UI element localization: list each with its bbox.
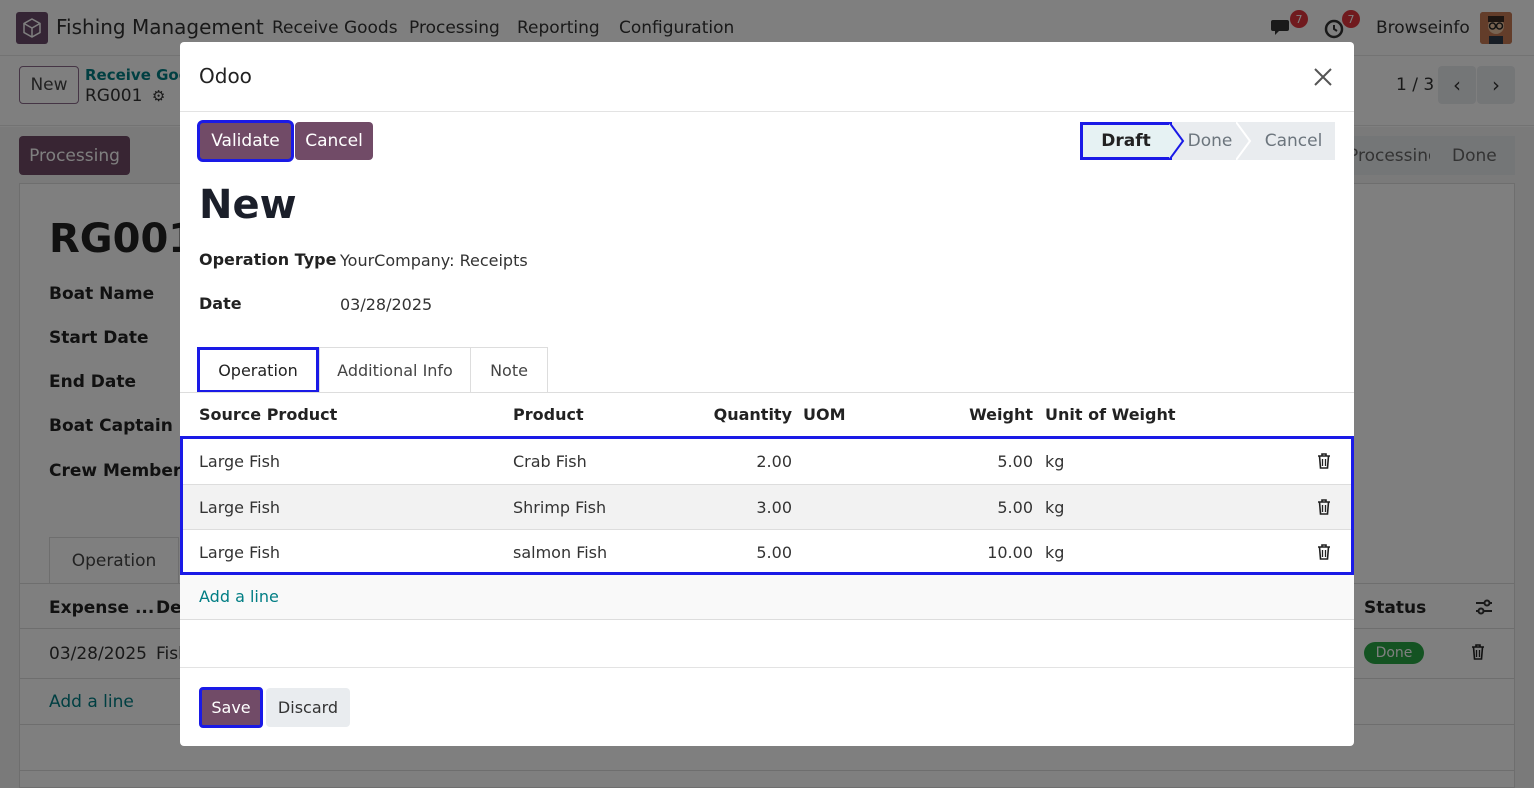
record-title: New (199, 182, 297, 228)
trash-icon[interactable] (1317, 453, 1331, 469)
column-weight[interactable]: Weight (969, 405, 1033, 424)
product-cell[interactable]: salmon Fish (513, 543, 608, 562)
operation-lines: Large Fish Crab Fish 2.00 5.00 kg Large … (180, 436, 1354, 575)
trash-icon[interactable] (1317, 499, 1331, 515)
stage-arrow-icon (1236, 122, 1252, 160)
product-cell[interactable]: Crab Fish (513, 452, 587, 471)
stage-done[interactable]: Done (1180, 122, 1240, 160)
column-source-product[interactable]: Source Product (199, 405, 338, 424)
tab-additional-info[interactable]: Additional Info (319, 347, 471, 393)
stage-arrow-icon (1169, 122, 1185, 160)
trash-icon[interactable] (1317, 544, 1331, 560)
source-product-cell[interactable]: Large Fish (199, 543, 281, 562)
quantity-cell[interactable]: 3.00 (756, 498, 792, 517)
table-row[interactable]: Large Fish Shrimp Fish 3.00 5.00 kg (183, 484, 1351, 529)
tab-note[interactable]: Note (470, 347, 548, 393)
stage-cancel[interactable]: Cancel (1252, 122, 1335, 160)
quantity-cell[interactable]: 2.00 (756, 452, 792, 471)
weight-cell[interactable]: 5.00 (997, 498, 1033, 517)
modal-header: Odoo (180, 42, 1354, 112)
source-product-cell[interactable]: Large Fish (199, 452, 281, 471)
save-button[interactable]: Save (199, 687, 263, 728)
unit-of-weight-cell[interactable]: kg (1045, 452, 1065, 471)
modal-title: Odoo (199, 64, 252, 88)
quantity-cell[interactable]: 5.00 (756, 543, 792, 562)
table-row[interactable]: Large Fish salmon Fish 5.00 10.00 kg (183, 529, 1351, 574)
stage-done-label: Done (1187, 131, 1233, 151)
validate-button[interactable]: Validate (197, 120, 294, 162)
date-field[interactable]: 03/28/2025 (340, 295, 433, 314)
add-line-link[interactable]: Add a line (199, 587, 279, 606)
unit-of-weight-cell[interactable]: kg (1045, 498, 1065, 517)
column-product[interactable]: Product (513, 405, 584, 424)
operation-type-label: Operation Type (199, 250, 337, 269)
source-product-cell[interactable]: Large Fish (199, 498, 281, 517)
column-uom[interactable]: UOM (803, 405, 846, 424)
add-line-row: Add a line (180, 575, 1354, 620)
tab-operation[interactable]: Operation (197, 347, 319, 393)
product-cell[interactable]: Shrimp Fish (513, 498, 607, 517)
modal-footer: Save Discard (180, 667, 1354, 746)
column-unit-of-weight[interactable]: Unit of Weight (1045, 405, 1176, 424)
operation-type-field[interactable]: YourCompany: Receipts (340, 251, 528, 270)
date-label: Date (199, 294, 242, 313)
status-bar: Draft Done Cancel (1080, 122, 1335, 160)
column-quantity[interactable]: Quantity (713, 405, 792, 424)
weight-cell[interactable]: 5.00 (997, 452, 1033, 471)
stage-cancel-label: Cancel (1264, 131, 1323, 151)
modal-dialog: Odoo Validate Cancel Draft Done Cancel N… (180, 42, 1354, 746)
stage-draft-label: Draft (1101, 131, 1151, 151)
cancel-button[interactable]: Cancel (295, 122, 373, 160)
stage-draft[interactable]: Draft (1080, 122, 1172, 160)
table-row[interactable]: Large Fish Crab Fish 2.00 5.00 kg (183, 439, 1351, 484)
close-icon[interactable] (1310, 64, 1336, 90)
unit-of-weight-cell[interactable]: kg (1045, 543, 1065, 562)
tabs-divider (180, 392, 1354, 393)
table-header: Source Product Product Quantity UOM Weig… (180, 393, 1354, 436)
weight-cell[interactable]: 10.00 (987, 543, 1033, 562)
discard-button[interactable]: Discard (266, 688, 350, 727)
